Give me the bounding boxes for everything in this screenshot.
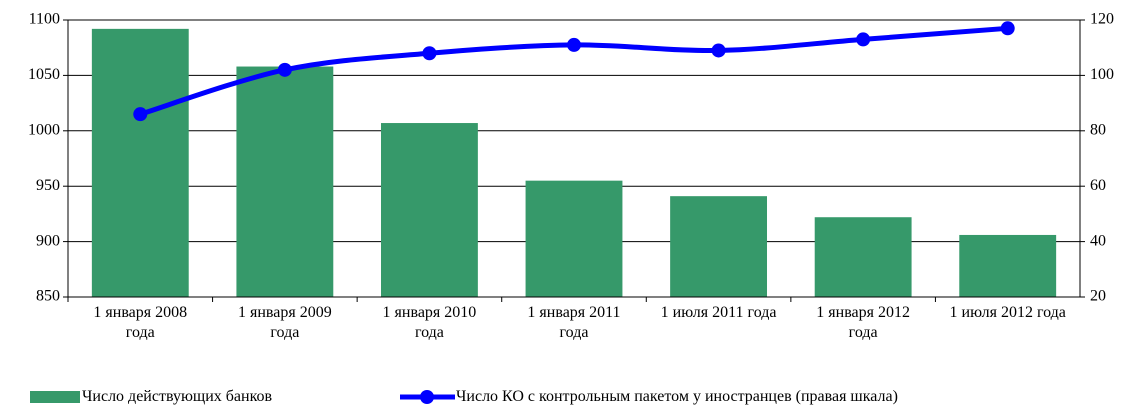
y-tick-label: 900 (36, 232, 60, 249)
bar (814, 217, 912, 297)
x-tick-label: 1 июля 2011 года (660, 304, 777, 321)
line-marker (133, 107, 148, 122)
bar (91, 28, 189, 297)
line-marker (711, 43, 726, 58)
y-tick-label: 1050 (28, 66, 60, 83)
y2-tick-label: 80 (1090, 121, 1106, 138)
line-marker (1000, 21, 1015, 36)
y2-tick-label: 120 (1090, 11, 1114, 28)
plot-frame (67, 19, 1081, 298)
x-tick-label: 1 июля 2012 года (949, 304, 1066, 321)
y2-tick-label: 20 (1090, 288, 1106, 305)
legend-label: Число КО с контрольным пакетом у иностра… (456, 388, 898, 405)
bar (959, 234, 1057, 297)
y-tick-label: 850 (36, 288, 60, 305)
y2-tick-label: 100 (1090, 66, 1114, 83)
y-tick-label: 1000 (28, 121, 60, 138)
line-marker (277, 62, 292, 77)
legend-marker (420, 390, 434, 404)
x-tick-label: 1 января 2011 года (527, 304, 621, 341)
x-tick-label: 1 января 2009 года (237, 304, 332, 341)
legend-label: Число действующих банков (82, 388, 273, 405)
legend-swatch (30, 391, 80, 403)
y2-tick-label: 40 (1090, 232, 1106, 249)
x-tick-label: 1 января 2010 года (382, 304, 477, 341)
y-tick-label: 950 (36, 177, 60, 194)
x-tick-label: 1 января 2012 года (816, 304, 910, 341)
y2-tick-label: 60 (1090, 177, 1106, 194)
line-marker (422, 46, 437, 61)
bar (380, 123, 478, 297)
line-marker (856, 32, 871, 47)
bar (236, 66, 334, 297)
bar (670, 196, 768, 297)
line-marker (567, 37, 581, 52)
y-tick-label: 1100 (29, 11, 60, 28)
x-tick-label: 1 января 2008 года (93, 304, 188, 341)
bar (525, 180, 623, 297)
